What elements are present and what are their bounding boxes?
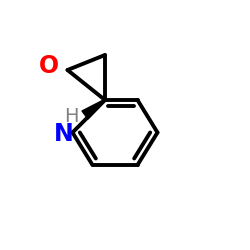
Text: O: O	[39, 54, 59, 78]
Text: H: H	[64, 107, 78, 126]
Text: N: N	[54, 122, 74, 146]
Polygon shape	[82, 100, 106, 119]
